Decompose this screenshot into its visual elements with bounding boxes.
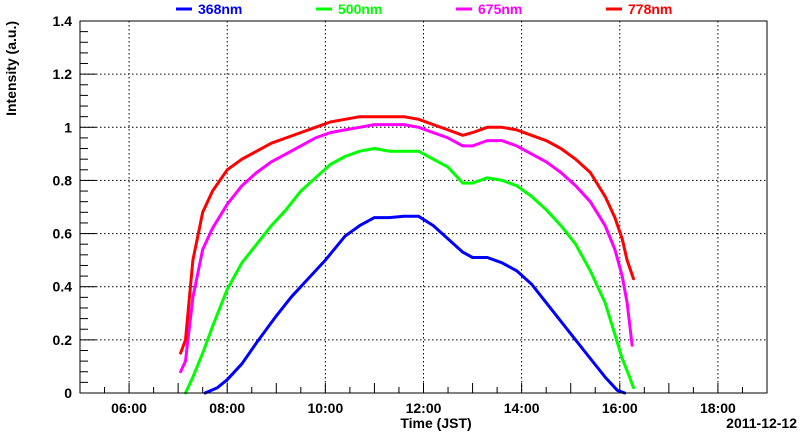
legend-label: 500nm [338, 1, 382, 17]
x-tick-label: 06:00 [111, 400, 147, 416]
axes: 06:00 08:00 10:00 12:00 14:00 16:00 18:00 0 0.2 0… [53, 13, 768, 416]
x-tick-label: 14:00 [504, 400, 540, 416]
x-tick-label: 18:00 [700, 400, 736, 416]
legend-label: 675nm [478, 1, 522, 17]
y-tick-label: 1.2 [53, 66, 73, 82]
series-line-368nm [203, 214, 627, 395]
grid-lines [80, 21, 767, 393]
legend-label: 368nm [198, 1, 242, 17]
x-axis-title: Time (JST) [400, 415, 471, 431]
legend-label: 778nm [628, 1, 672, 17]
y-tick-label: 0.8 [53, 172, 73, 188]
x-tick-label: 12:00 [406, 400, 442, 416]
series-line-675nm [179, 123, 634, 374]
series-line-778nm [179, 115, 635, 355]
y-tick-label: 0.6 [53, 226, 73, 242]
x-tick-label: 08:00 [209, 400, 245, 416]
legend: 368nm 500nm 675nm 778nm [176, 1, 672, 17]
series-line-500nm [184, 147, 635, 395]
x-tick-label: 10:00 [307, 400, 343, 416]
date-label: 2011-12-12 [726, 415, 797, 431]
y-tick-label: 0 [64, 385, 72, 401]
y-tick-label: 1.4 [53, 13, 73, 29]
y-tick-label: 0.2 [53, 332, 73, 348]
y-axis-title: Intensity (a.u.) [3, 21, 19, 116]
x-tick-label: 16:00 [602, 400, 638, 416]
series-lines [179, 115, 635, 395]
y-tick-label: 0.4 [53, 279, 73, 295]
y-tick-label: 1 [64, 119, 72, 135]
